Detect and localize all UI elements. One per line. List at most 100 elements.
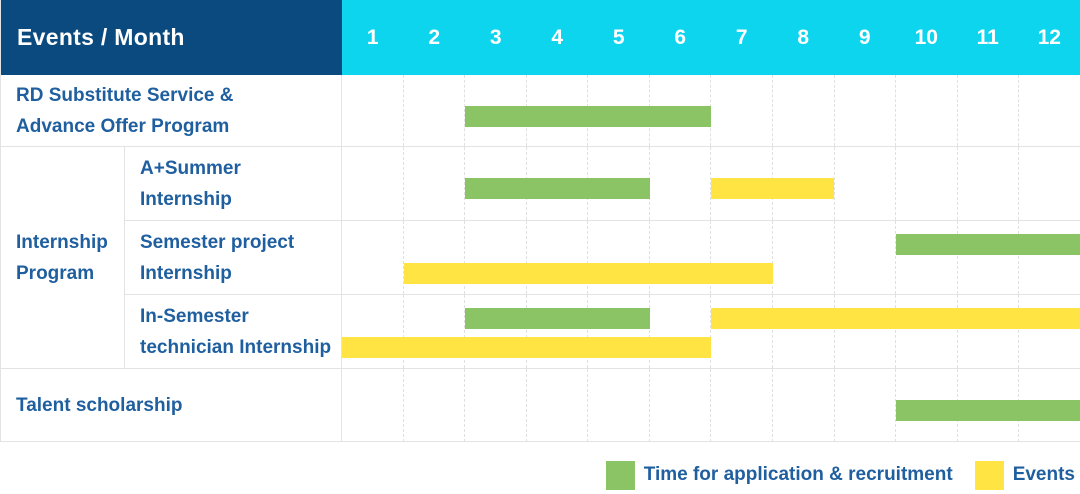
application-bar: [895, 234, 1080, 255]
month-header-label: 10: [914, 25, 938, 49]
month-column: [402, 221, 465, 294]
month-column: [772, 369, 834, 442]
application-bar: [895, 400, 1080, 421]
month-column: [648, 147, 711, 220]
month-column: [895, 295, 957, 368]
month-column: [464, 75, 526, 146]
month-header-label: 4: [551, 25, 564, 49]
month-column: [587, 369, 649, 442]
row-label-line: In-Semester: [140, 305, 249, 327]
month-grid: [342, 369, 1080, 442]
month-header-label: 3: [489, 25, 502, 49]
month-column: [956, 295, 1019, 368]
month-header-label: 2: [428, 25, 441, 49]
month-column: [956, 221, 1019, 294]
row-label-line: Talent scholarship: [16, 395, 183, 416]
month-grid: [342, 221, 1080, 294]
month-column: [402, 75, 465, 146]
row-label-line: A+Summer: [140, 157, 241, 179]
month-column: [956, 75, 1019, 146]
application-bar: [465, 308, 650, 329]
month-column: [833, 369, 896, 442]
application-bar: [465, 178, 650, 199]
month-column: [648, 369, 711, 442]
month-header-label: 6: [674, 25, 687, 49]
month-column: [710, 295, 772, 368]
month-column: [772, 221, 834, 294]
group-label-line: Internship: [16, 231, 108, 253]
month-column: [342, 75, 403, 146]
group-cell-internship-program: Internship Program: [1, 147, 125, 368]
month-column: [648, 221, 711, 294]
month-column: [833, 295, 896, 368]
row-label-line: Internship: [140, 262, 232, 284]
month-column: [587, 295, 649, 368]
month-column: [710, 75, 772, 146]
month-column: [833, 221, 896, 294]
month-header-label: 8: [797, 25, 810, 49]
row-label: RD Substitute Service & Advance Offer Pro…: [1, 75, 342, 146]
row-label: A+Summer Internship: [1, 147, 342, 220]
row-label: Talent scholarship: [1, 369, 342, 442]
table-header: Events / Month 1 2 3 4 5 6 7 8 9 10 11 12: [1, 0, 1080, 75]
table-row: A+Summer Internship: [1, 146, 1080, 220]
month-column: [772, 75, 834, 146]
month-column: [342, 221, 403, 294]
month-column: [464, 295, 526, 368]
row-label-line: RD Substitute Service &: [16, 84, 234, 106]
month-column: [895, 221, 957, 294]
row-label-line: Semester project: [140, 231, 295, 253]
month-header-label: 11: [976, 25, 999, 49]
application-swatch-icon: [605, 460, 635, 490]
table-row: RD Substitute Service & Advance Offer Pro…: [1, 75, 1080, 146]
row-label: In-Semester technician Internship: [1, 295, 342, 368]
month-column: [342, 147, 403, 220]
month-column: [895, 147, 957, 220]
events-bar: [342, 337, 711, 358]
month-column: [710, 369, 772, 442]
row-label: Semester project Internship: [1, 221, 342, 294]
month-column: [464, 147, 526, 220]
month-column: [464, 221, 526, 294]
row-label-line: Internship: [140, 188, 232, 210]
month-header-label: 12: [1037, 25, 1061, 49]
month-column: [710, 221, 772, 294]
month-column: [1018, 75, 1080, 146]
month-column: [402, 295, 465, 368]
events-swatch-icon: [974, 460, 1004, 490]
month-header-label: 9: [858, 25, 871, 49]
month-column: [402, 369, 465, 442]
month-grid: [342, 147, 1080, 220]
row-label-line: Advance Offer Program: [16, 115, 230, 137]
month-header-label: 5: [612, 25, 625, 49]
legend-item-events: Events: [974, 460, 1075, 490]
row-label-line: technician Internship: [140, 336, 332, 358]
month-column: [648, 295, 711, 368]
month-column: [956, 147, 1019, 220]
month-column: [525, 295, 588, 368]
month-column: [710, 147, 772, 220]
events-bar: [711, 178, 834, 199]
table-body: Internship Program RD Substitute Service …: [1, 75, 1080, 442]
month-header-label: 1: [366, 25, 379, 49]
gantt-table: Events / Month 1 2 3 4 5 6 7 8 9 10 11 12 Internshi…: [0, 0, 1080, 442]
table-row: Talent scholarship: [1, 368, 1080, 442]
month-column: [342, 369, 403, 442]
month-column: [1018, 295, 1080, 368]
application-bar: [465, 106, 711, 127]
legend: Time for application & recruitment Event…: [605, 459, 1075, 491]
group-label-line: Program: [16, 262, 95, 284]
table-row: In-Semester technician Internship: [1, 294, 1080, 368]
events-bar: [403, 263, 773, 284]
month-column: [525, 369, 588, 442]
month-column: [402, 147, 465, 220]
month-grid: [342, 75, 1080, 146]
legend-label-events: Events: [1012, 464, 1075, 485]
month-header-label: 7: [735, 25, 748, 49]
month-column: [772, 295, 834, 368]
table-row: Semester project Internship: [1, 220, 1080, 294]
month-column: [525, 221, 588, 294]
legend-item-application: Time for application & recruitment: [605, 460, 953, 490]
events-month-header-cell: Events / Month: [1, 0, 342, 75]
